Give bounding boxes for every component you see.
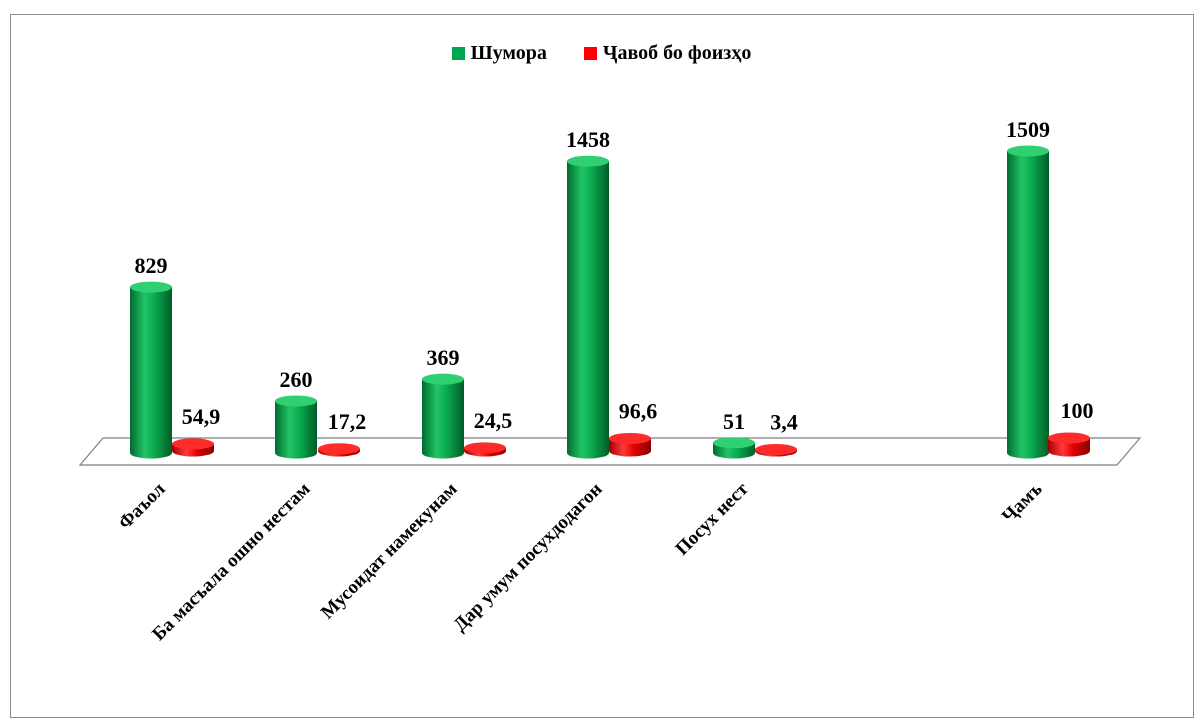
bar-count-1 — [275, 395, 317, 459]
bar-percent-5 — [1048, 432, 1090, 457]
data-label-percent-1: 17,2 — [328, 409, 367, 434]
data-label-percent-0: 54,9 — [182, 404, 221, 429]
bar-percent-2 — [464, 442, 506, 457]
data-label-count-2: 369 — [427, 345, 460, 370]
data-label-percent-2: 24,5 — [474, 408, 513, 433]
bar-percent-3 — [609, 432, 651, 457]
bar-percent-4 — [755, 444, 797, 457]
bar-count-5 — [1007, 145, 1049, 459]
legend-item-count: Шумора — [451, 42, 547, 65]
bar-count-3 — [567, 155, 609, 459]
category-label-0: Фаъол — [115, 478, 170, 533]
data-label-percent-4: 3,4 — [770, 410, 798, 435]
category-label-1: Ба масъала ошно нестам — [148, 479, 314, 645]
data-label-count-4: 51 — [723, 409, 745, 434]
bar-percent-0 — [172, 438, 214, 457]
legend-swatch-red — [583, 47, 597, 60]
category-label-2: Мусоидат намекунам — [317, 479, 462, 624]
bar-count-0 — [130, 281, 172, 459]
data-label-percent-3: 96,6 — [619, 398, 658, 423]
bar-count-4 — [713, 437, 755, 459]
legend-item-percent: Ҷавоб бо фоизҳо — [583, 42, 752, 65]
bar-percent-1 — [318, 443, 360, 457]
data-label-count-1: 260 — [280, 367, 313, 392]
data-label-count-0: 829 — [135, 253, 168, 278]
bar-count-2 — [422, 373, 464, 459]
category-label-3: Дар умум посухдодагон — [450, 479, 607, 636]
legend-swatch-green — [451, 47, 465, 60]
category-label-5: Ҷамъ — [998, 479, 1046, 527]
category-label-4: Посух нест — [672, 478, 753, 559]
legend-label-count: Шумора — [470, 42, 547, 64]
data-label-count-3: 1458 — [566, 127, 610, 152]
legend-label-percent: Ҷавоб бо фоизҳо — [602, 42, 752, 64]
data-label-count-5: 1509 — [1006, 117, 1050, 142]
chart-legend: Шумора Ҷавоб бо фоизҳо — [0, 42, 1203, 66]
data-label-percent-5: 100 — [1061, 398, 1094, 423]
